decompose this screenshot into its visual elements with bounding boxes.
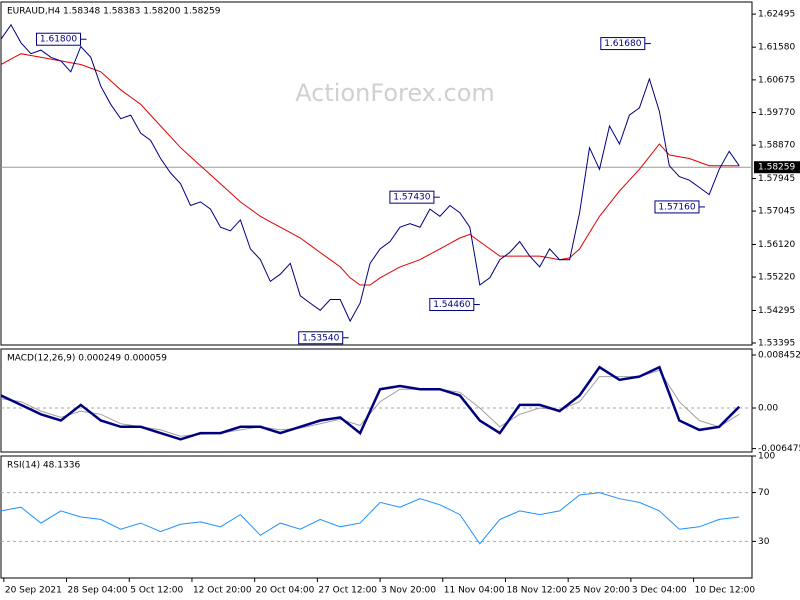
series-line <box>0 23 740 323</box>
panel-frame <box>0 1 753 346</box>
current-price-box <box>754 161 800 174</box>
x-tick-label: 27 Oct 12:00 <box>318 586 377 596</box>
panel-title: MACD(12,26,9) 0.000249 0.000059 <box>7 354 167 364</box>
panel-title: RSI(14) 48.1336 <box>7 461 80 471</box>
series-line <box>0 53 740 286</box>
y-tick-label: 0.00 <box>758 403 778 413</box>
y-tick-label: 70 <box>758 488 770 498</box>
x-tick-label: 20 Oct 04:00 <box>256 586 315 596</box>
y-tick-label: 1.59770 <box>758 108 795 118</box>
x-tick-label: 25 Nov 20:00 <box>569 586 630 596</box>
y-tick-label: 1.56120 <box>758 240 795 250</box>
x-tick-label: 28 Sep 04:00 <box>68 586 128 596</box>
current-price-label: 1.58259 <box>758 163 795 173</box>
annotation-label: 1.57160 <box>658 202 695 212</box>
series-line <box>0 492 740 545</box>
panel-frame <box>0 455 753 579</box>
y-tick-label: 0.008452 <box>758 351 800 361</box>
x-tick-label: 20 Sep 2021 <box>5 586 62 596</box>
x-tick-label: 5 Oct 12:00 <box>130 586 183 596</box>
y-tick-label: 1.60675 <box>758 75 795 85</box>
x-tick-label: 3 Dec 04:00 <box>632 586 687 596</box>
watermark: ActionForex.com <box>295 79 495 107</box>
series-line <box>0 365 741 441</box>
annotation-label: 1.57430 <box>393 193 430 203</box>
annotation-label: 1.61680 <box>604 39 641 49</box>
x-tick-label: 3 Nov 20:00 <box>381 586 436 596</box>
y-tick-label: 1.57945 <box>758 174 795 184</box>
x-tick-label: 11 Nov 04:00 <box>444 586 505 596</box>
annotation-label: 1.54460 <box>433 300 470 310</box>
y-tick-label: 1.55220 <box>758 273 795 283</box>
y-tick-label: 1.53395 <box>758 339 795 349</box>
y-tick-label: 1.62495 <box>758 10 795 20</box>
y-tick-label: 100 <box>758 452 775 462</box>
y-tick-label: -0.006475 <box>758 444 800 454</box>
panel-frame <box>0 348 753 453</box>
y-tick-label: 30 <box>758 537 770 547</box>
panel-title: EURAUD,H4 1.58348 1.58383 1.58200 1.5825… <box>7 7 221 17</box>
x-tick-label: 12 Oct 20:00 <box>193 586 252 596</box>
y-tick-label: 1.61580 <box>758 43 795 53</box>
y-tick-label: 1.58870 <box>758 141 795 151</box>
y-tick-label: 1.57045 <box>758 207 795 217</box>
y-tick-label: 1.54295 <box>758 306 795 316</box>
x-tick-label: 18 Nov 12:00 <box>506 586 567 596</box>
annotation-label: 1.53540 <box>302 333 339 343</box>
annotation-label: 1.61800 <box>40 35 77 45</box>
x-tick-label: 10 Dec 12:00 <box>695 586 756 596</box>
